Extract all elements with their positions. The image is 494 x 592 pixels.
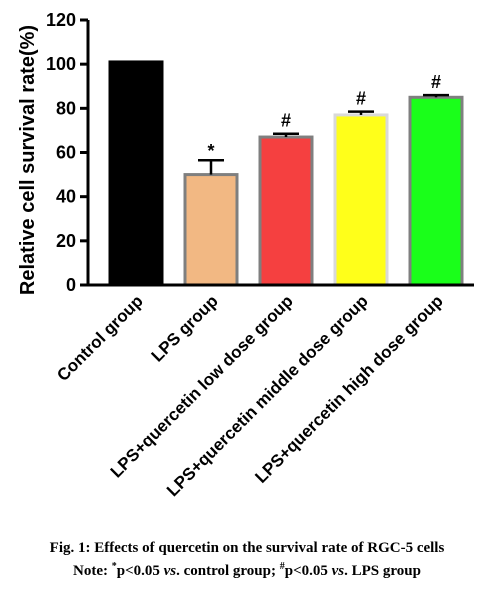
y-tick-label: 60	[56, 143, 76, 163]
significance-mark: #	[356, 89, 366, 109]
note-end-text: . LPS group	[344, 563, 421, 579]
x-tick-label: Control group	[53, 291, 147, 385]
y-tick-label: 80	[56, 98, 76, 118]
x-tick-label: LPS group	[148, 291, 222, 365]
note-hash-text: p<0.05	[284, 563, 332, 579]
note-vs-2: vs	[331, 563, 345, 579]
bar	[408, 95, 464, 287]
significance-mark: #	[281, 111, 291, 131]
significance-mark: #	[431, 72, 441, 92]
y-tick-label: 20	[56, 231, 76, 251]
y-axis-label: Relative cell survival rate(%)	[17, 25, 39, 295]
y-tick-label: 120	[46, 10, 76, 30]
note-hash-mark: #	[279, 561, 285, 572]
note-star-mark: *	[111, 561, 117, 572]
note-mid-text: . control group;	[176, 563, 280, 579]
bar	[333, 113, 389, 287]
significance-mark: *	[207, 141, 214, 161]
bar	[108, 60, 164, 287]
y-tick-label: 40	[56, 187, 76, 207]
y-tick-label: 100	[46, 54, 76, 74]
y-axis-ticks: 0 20 40 60 80 100 120	[46, 10, 88, 295]
bars: * # # #	[108, 60, 464, 287]
bar	[258, 135, 314, 287]
note-star-text: p<0.05	[116, 563, 164, 579]
bar-chart: Relative cell survival rate(%) 0 20 40 60 80…	[17, 10, 474, 500]
note-prefix: Note:	[73, 563, 112, 579]
figure-caption: Fig. 1: Effects of quercetin on the surv…	[49, 540, 445, 556]
figure-note: Note: *p<0.05 vs. control group; #p<0.05…	[0, 561, 494, 580]
bar	[183, 173, 239, 287]
note-vs-1: vs	[163, 563, 177, 579]
y-tick-label: 0	[66, 275, 76, 295]
